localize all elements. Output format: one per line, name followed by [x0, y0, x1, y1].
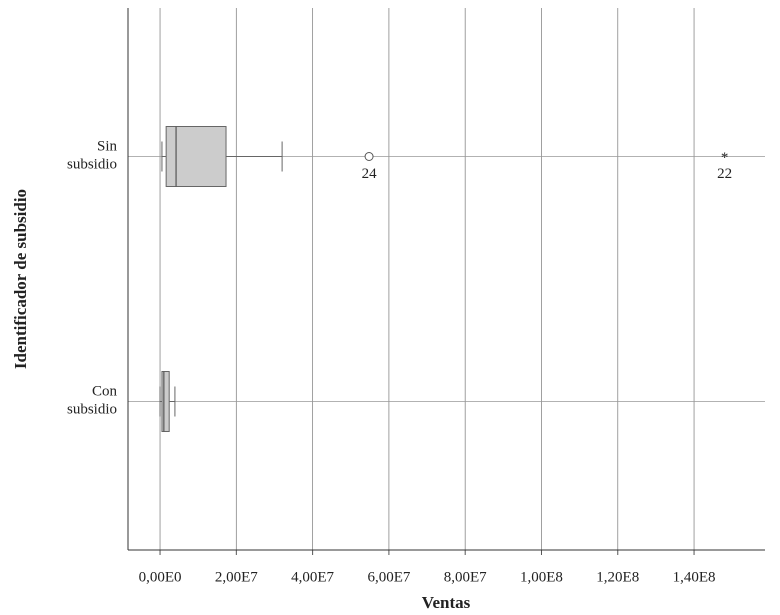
extreme: *	[721, 150, 729, 166]
y-tick-label: Con subsidio	[63, 384, 117, 418]
box	[161, 371, 170, 432]
x-tick-label: 0,00E0	[139, 569, 182, 585]
x-tick-label: 4,00E7	[291, 569, 334, 585]
x-tick-label: 8,00E7	[444, 569, 487, 585]
x-tick-label: 1,00E8	[520, 569, 563, 585]
x-tick-label: 2,00E7	[215, 569, 258, 585]
outlier	[364, 152, 374, 161]
x-tick-label: 1,40E8	[673, 569, 716, 585]
x-tick-label: 6,00E7	[367, 569, 410, 585]
x-tick-label: 1,20E8	[596, 569, 639, 585]
outlier-label: 22	[717, 166, 732, 182]
outlier-label: 24	[362, 166, 378, 182]
y-tick-label: Sin subsidio	[63, 139, 117, 173]
box	[165, 126, 227, 187]
x-axis-title: Ventas	[422, 593, 471, 612]
y-axis-title: Identificador de subsidio	[11, 189, 30, 369]
